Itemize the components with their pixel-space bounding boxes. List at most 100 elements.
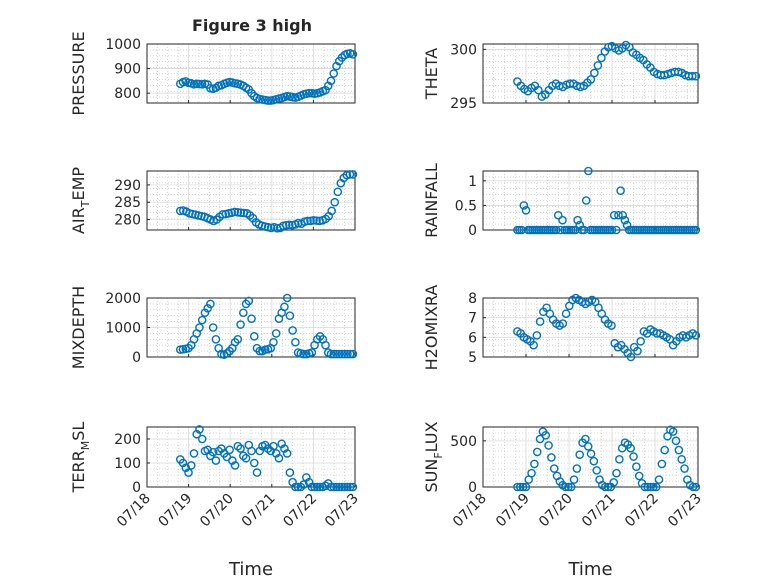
sun_flux-point <box>615 455 624 464</box>
rainfall-ytick-label: 0 <box>468 223 477 239</box>
terr_msl-point <box>280 444 289 453</box>
sun_flux-point <box>657 459 667 469</box>
rainfall-point <box>609 210 619 220</box>
h2omixra-point <box>561 309 571 319</box>
terr_msl-point <box>302 473 311 482</box>
terr_msl-point <box>274 453 284 463</box>
pressure-axes-box <box>146 43 356 104</box>
mixdepth-point <box>337 349 347 359</box>
mixdepth-point <box>195 323 204 332</box>
air_temp-point <box>236 208 246 217</box>
sun_flux-point <box>634 471 644 481</box>
air_temp-point <box>348 170 358 179</box>
terr_msl-point <box>326 482 336 492</box>
terr_msl-point <box>307 482 317 492</box>
mixdepth-point <box>233 334 243 344</box>
rainfall-point <box>607 225 617 235</box>
rainfall-point <box>573 215 582 225</box>
rainfall-point <box>575 220 585 230</box>
mixdepth-point <box>321 340 330 350</box>
terr_msl-point <box>263 444 273 453</box>
mixdepth-point <box>299 349 308 359</box>
terr_msl-point <box>285 468 295 477</box>
h2omixra-ylabel: H2OMIXRA <box>422 285 441 371</box>
terr_msl-point <box>241 453 251 463</box>
sun_flux-point <box>572 464 582 473</box>
terr_msl-xtick-label: 07/18 <box>114 491 154 531</box>
terr_msl-point <box>282 449 292 458</box>
air_temp-point <box>327 206 337 216</box>
sun_flux-point <box>518 482 528 492</box>
rainfall-ytick-label: 1 <box>468 174 477 190</box>
sun_flux-point <box>527 468 536 478</box>
air_temp-point <box>281 220 291 230</box>
terr_msl-point <box>247 446 256 456</box>
mixdepth-ytick-label: 1000 <box>105 321 141 337</box>
mixdepth-point <box>244 296 254 306</box>
sun_flux-point <box>521 482 531 492</box>
pressure-point <box>263 96 273 105</box>
terr_msl-point <box>228 456 237 465</box>
mixdepth-point <box>247 314 256 323</box>
mixdepth-point <box>239 308 248 318</box>
sun_flux-point <box>575 450 585 459</box>
terr_msl-point <box>315 482 325 492</box>
sun_flux-point <box>561 482 570 492</box>
mixdepth-point <box>348 349 358 359</box>
theta-ytick-label: 295 <box>450 96 477 112</box>
air_temp-point <box>345 170 355 179</box>
mixdepth-point <box>343 349 352 359</box>
sun_flux-point <box>668 427 678 436</box>
air_temp-point <box>218 210 227 219</box>
mixdepth-point <box>200 308 210 318</box>
terr_msl-xtick-label: 07/22 <box>280 491 320 531</box>
terr_msl-point <box>184 468 193 477</box>
terr_msl-point <box>312 482 322 492</box>
terr_msl-point <box>236 444 245 453</box>
terr_msl-axes-box <box>146 426 356 488</box>
mixdepth-point <box>282 293 292 303</box>
mixdepth-point <box>236 320 245 329</box>
rainfall-point <box>584 166 593 176</box>
sun_flux-point <box>629 452 638 461</box>
terr_msl-point <box>334 482 344 492</box>
terr_msl-point <box>233 441 243 451</box>
mixdepth-point <box>269 337 278 347</box>
sun_flux-point <box>660 445 669 455</box>
sun_flux-point <box>530 459 539 469</box>
sun_flux-point <box>609 478 619 487</box>
rainfall-point <box>551 225 561 235</box>
mixdepth-ytick-label: 2000 <box>105 291 141 307</box>
terr_msl-point <box>321 481 330 491</box>
terr_msl-point <box>249 458 259 468</box>
sun_flux-point <box>586 449 596 459</box>
terr_msl-xtick-label: 07/21 <box>239 491 279 531</box>
terr_msl-xtick-label: 07/20 <box>197 491 237 531</box>
h2omixra-point <box>607 321 616 330</box>
sun_flux-point <box>583 442 593 451</box>
air_temp-point <box>333 187 343 197</box>
mixdepth-ylabel: MIXDEPTH <box>69 286 88 369</box>
terr_msl-point <box>269 441 278 451</box>
theta-point <box>674 67 683 77</box>
mixdepth-point <box>271 329 281 338</box>
pressure-point <box>348 50 358 59</box>
mixdepth-point <box>249 332 259 341</box>
theta-point <box>593 61 603 70</box>
air_temp-point <box>230 207 240 217</box>
terr_msl-ytick-label: 100 <box>114 456 141 472</box>
mixdepth-point <box>334 349 344 359</box>
rainfall-point <box>612 225 621 235</box>
sun_flux-xtick-label: 07/21 <box>579 491 619 531</box>
h2omixra-ytick-label: 8 <box>468 291 477 307</box>
mixdepth-point <box>329 349 339 359</box>
sun_flux-point <box>646 482 655 492</box>
mixdepth-point <box>197 315 207 325</box>
air_temp-point <box>175 206 185 216</box>
mixdepth-point <box>211 334 221 344</box>
pressure-point <box>326 76 336 86</box>
terr_msl-point <box>291 482 300 492</box>
sun_flux-point <box>589 456 599 466</box>
mixdepth-point <box>288 326 297 335</box>
terr_msl-point <box>208 447 218 457</box>
